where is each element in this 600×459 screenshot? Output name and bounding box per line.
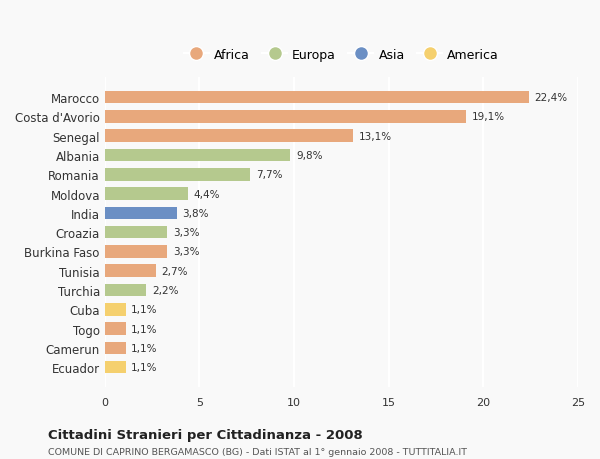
Text: 4,4%: 4,4%: [194, 189, 220, 199]
Bar: [105, 92, 529, 104]
Bar: [105, 207, 176, 220]
Text: 9,8%: 9,8%: [296, 151, 322, 161]
Bar: [105, 168, 250, 181]
Legend: Africa, Europa, Asia, America: Africa, Europa, Asia, America: [179, 44, 504, 67]
Bar: [105, 226, 167, 239]
Text: 7,7%: 7,7%: [256, 170, 283, 180]
Text: 3,8%: 3,8%: [182, 208, 209, 218]
Bar: [105, 111, 466, 123]
Bar: [105, 323, 125, 335]
Text: 22,4%: 22,4%: [535, 93, 568, 103]
Text: 1,1%: 1,1%: [131, 343, 158, 353]
Bar: [105, 284, 146, 297]
Text: COMUNE DI CAPRINO BERGAMASCO (BG) - Dati ISTAT al 1° gennaio 2008 - TUTTITALIA.I: COMUNE DI CAPRINO BERGAMASCO (BG) - Dati…: [48, 448, 467, 456]
Bar: [105, 246, 167, 258]
Text: 2,2%: 2,2%: [152, 285, 179, 295]
Text: Cittadini Stranieri per Cittadinanza - 2008: Cittadini Stranieri per Cittadinanza - 2…: [48, 428, 363, 442]
Bar: [105, 130, 353, 143]
Text: 13,1%: 13,1%: [358, 131, 391, 141]
Bar: [105, 303, 125, 316]
Bar: [105, 150, 290, 162]
Text: 1,1%: 1,1%: [131, 362, 158, 372]
Text: 2,7%: 2,7%: [161, 266, 188, 276]
Text: 19,1%: 19,1%: [472, 112, 505, 122]
Bar: [105, 342, 125, 354]
Text: 3,3%: 3,3%: [173, 247, 199, 257]
Bar: [105, 361, 125, 374]
Text: 1,1%: 1,1%: [131, 305, 158, 314]
Text: 1,1%: 1,1%: [131, 324, 158, 334]
Bar: [105, 265, 156, 277]
Text: 3,3%: 3,3%: [173, 228, 199, 238]
Bar: [105, 188, 188, 201]
